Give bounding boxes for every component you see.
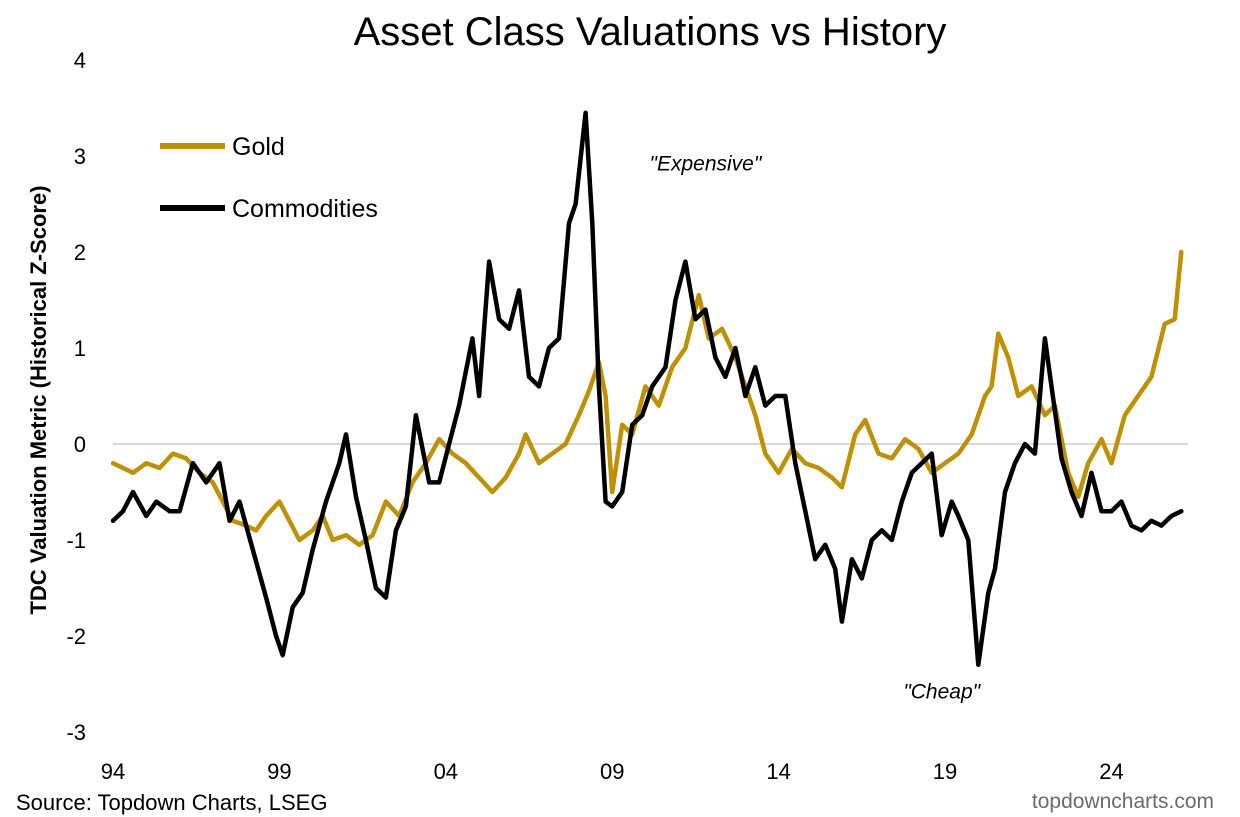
chart-title: Asset Class Valuations vs History: [354, 10, 947, 54]
x-tick-label: 14: [766, 759, 790, 784]
x-tick-label: 04: [434, 759, 458, 784]
y-axis-label: TDC Valuation Metric (Historical Z-Score…: [26, 185, 51, 614]
y-tick-label: 4: [74, 48, 86, 73]
legend-label-gold: Gold: [232, 133, 285, 161]
y-tick-label: 2: [74, 240, 86, 265]
y-tick-label: -3: [66, 720, 86, 745]
y-tick-label: 1: [74, 336, 86, 361]
y-tick-label: 3: [74, 144, 86, 169]
y-axis-ticks: 4 3 2 1 0 -1 -2 -3: [66, 48, 86, 745]
annotation-cheap: "Cheap": [903, 680, 981, 703]
watermark-url: topdowncharts.com: [1032, 790, 1214, 813]
x-tick-label: 24: [1099, 759, 1123, 784]
legend: Gold Commodities: [160, 133, 378, 223]
source-note: Source: Topdown Charts, LSEG: [16, 790, 327, 815]
y-tick-label: 0: [74, 432, 86, 457]
series-lines: [110, 110, 1184, 668]
x-axis-ticks: 94 99 04 09 14 19 24: [101, 759, 1124, 784]
x-tick-label: 09: [600, 759, 624, 784]
x-tick-label: 94: [101, 759, 125, 784]
annotation-expensive: "Expensive": [650, 152, 763, 175]
legend-label-commodities: Commodities: [232, 195, 378, 223]
y-tick-label: -1: [66, 528, 86, 553]
y-tick-label: -2: [66, 624, 86, 649]
series-line-commodities: [110, 110, 1184, 668]
x-tick-label: 99: [267, 759, 291, 784]
series-line-gold: [110, 249, 1184, 548]
x-tick-label: 19: [933, 759, 957, 784]
